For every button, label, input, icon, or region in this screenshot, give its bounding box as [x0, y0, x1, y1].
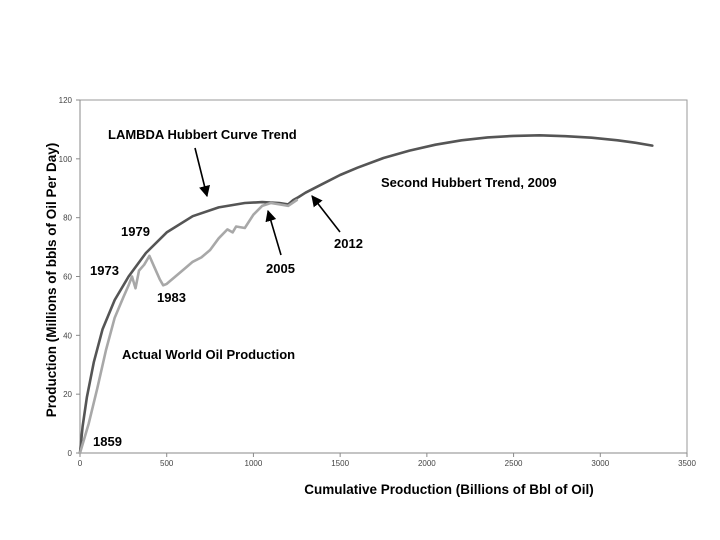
series-line-actual-production [78, 198, 299, 455]
annotation-2012: 2012 [334, 236, 363, 251]
plot-frame [79, 99, 688, 454]
annotation-1979: 1979 [121, 224, 150, 239]
y-tick-label: 0 [68, 449, 73, 458]
y-tick-label: 40 [63, 331, 72, 340]
y-tick-label: 120 [59, 96, 73, 105]
y-tick-label: 20 [63, 390, 72, 399]
annotation-1973: 1973 [90, 263, 119, 278]
y-axis-title: Production (Millions of bbls of Oil Per … [44, 143, 59, 418]
x-tick-label: 2000 [418, 459, 436, 468]
x-axis: 0 500 1000 1500 2000 2500 3000 3500 [78, 452, 696, 468]
y-axis: 0 20 40 60 80 100 120 [59, 96, 81, 458]
y-tick-label: 80 [63, 214, 72, 223]
annotation-1983: 1983 [157, 290, 186, 305]
annotation-2005: 2005 [266, 261, 295, 276]
x-tick-label: 1500 [331, 459, 349, 468]
annotation-second-hubbert: Second Hubbert Trend, 2009 [381, 175, 557, 190]
arrow-lambda-to-curve [194, 147, 210, 198]
x-tick-label: 0 [78, 459, 83, 468]
annotation-1859: 1859 [93, 434, 122, 449]
x-tick-label: 500 [160, 459, 174, 468]
x-tick-label: 3500 [678, 459, 696, 468]
x-tick-label: 1000 [245, 459, 263, 468]
x-tick-label: 3000 [591, 459, 609, 468]
arrow-2005-to-curve [265, 209, 282, 256]
annotation-actual-production: Actual World Oil Production [122, 347, 295, 362]
y-tick-label: 60 [63, 273, 72, 282]
arrow-2012-to-curve [311, 195, 341, 233]
annotation-lambda-hubbert: LAMBDA Hubbert Curve Trend [108, 127, 297, 142]
x-tick-label: 2500 [505, 459, 523, 468]
series-line-lambda-hubbert [78, 134, 654, 455]
y-tick-label: 100 [59, 155, 73, 164]
x-axis-title: Cumulative Production (Billions of Bbl o… [304, 482, 594, 497]
